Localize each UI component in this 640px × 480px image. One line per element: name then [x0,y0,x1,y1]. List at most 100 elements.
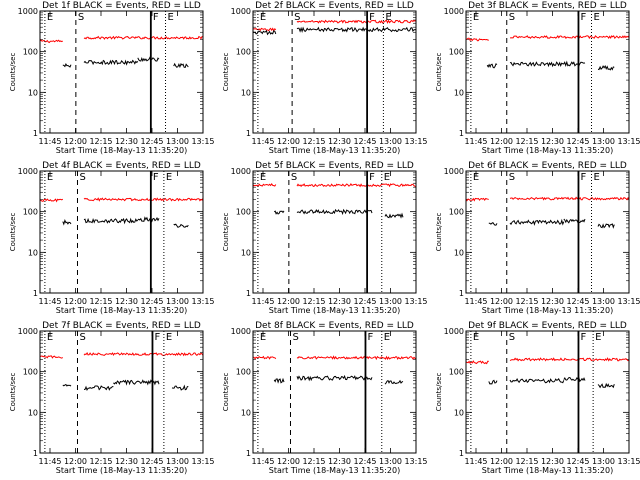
x-tick-label: 12:15 [89,137,112,146]
lld-series-line [296,19,416,24]
chart-title: Det 7f BLACK = Events, RED = LLD [42,321,201,331]
detector-chart-1: Det 1f BLACK = Events, RED = LLD Counts/s… [9,1,215,155]
plot-frame [39,330,204,454]
x-tick-label: 12:15 [515,137,538,146]
lld-series-line [466,37,489,42]
x-tick-label: 12:00 [64,297,87,306]
marker-label: E [166,172,172,183]
events-series-line [171,384,189,391]
marker-label: E [166,332,172,343]
x-tick-label: 12:15 [515,457,538,466]
events-series-line [509,378,565,384]
marker-label: E [168,12,174,23]
y-axis-label: Counts/sec [435,213,443,252]
x-axis-label: Start Time (18-May-13 11:35:20) [56,146,187,155]
x-tick-label: 12:30 [541,297,564,306]
x-axis-label: Start Time (18-May-13 11:35:20) [269,306,400,315]
marker-label: F [369,12,375,23]
chart-title: Det 6f BLACK = Events, RED = LLD [468,161,627,171]
chart-title: Det 5f BLACK = Events, RED = LLD [255,161,414,171]
x-tick-label: 12:45 [353,297,376,306]
y-axis-label: Counts/sec [435,373,443,412]
y-tick-label: 1000 [231,7,251,16]
marker-label: E [385,12,391,23]
y-tick-label: 1 [246,449,251,458]
plot-frame [252,170,417,294]
lld-series-line [253,355,277,360]
x-axis-label: Start Time (18-May-13 11:35:20) [56,306,187,315]
marker-label: F [580,332,586,343]
x-tick-label: 12:00 [64,137,87,146]
x-tick-label: 12:30 [115,137,138,146]
x-tick-label: 11:45 [38,457,61,466]
y-tick-label: 10 [28,248,38,257]
x-tick-label: 12:00 [490,457,513,466]
x-tick-label: 12:15 [302,137,325,146]
x-tick-label: 12:30 [328,457,351,466]
x-tick-label: 12:00 [490,137,513,146]
lld-series-line [253,27,277,32]
x-tick-label: 12:15 [302,297,325,306]
lld-series-line [510,34,629,40]
plot-frame [39,170,204,294]
lld-series-line [40,198,64,203]
y-tick-label: 100 [23,48,38,57]
events-series-line [273,210,285,215]
marker-label: S [291,172,297,183]
x-tick-label: 12:30 [541,457,564,466]
x-tick-label: 13:00 [592,457,615,466]
y-tick-label: 1000 [231,327,251,336]
series-group [466,11,629,71]
events-series-line [486,63,498,69]
y-tick-label: 10 [28,408,38,417]
marker-label: S [294,12,300,23]
lld-series-line [83,197,203,202]
events-series-line [597,223,615,229]
series-group [466,171,629,229]
x-tick-label: 11:45 [251,137,274,146]
x-tick-label: 13:00 [592,297,615,306]
marker-label: E [595,332,601,343]
marker-label: F [580,12,586,23]
x-tick-label: 12:30 [115,457,138,466]
x-tick-label: 11:45 [38,137,61,146]
marker-label: E [260,332,266,343]
x-tick-label: 12:30 [328,297,351,306]
x-tick-label: 13:00 [166,137,189,146]
y-tick-label: 10 [454,88,464,97]
plot-frame [39,10,204,134]
events-series-line [563,376,586,383]
detector-chart-6: Det 6f BLACK = Events, RED = LLD Counts/s… [435,161,640,315]
x-axis-label: Start Time (18-May-13 11:35:20) [269,146,400,155]
y-tick-label: 1000 [444,7,464,16]
y-tick-label: 1 [459,289,464,298]
y-tick-label: 100 [449,368,464,377]
x-tick-label: 13:15 [617,297,640,306]
events-series-line [62,63,72,68]
marker-label: F [153,172,159,183]
x-axis-label: Start Time (18-May-13 11:35:20) [269,466,400,475]
y-tick-label: 1 [33,129,38,138]
events-series-line [62,218,72,226]
y-tick-label: 10 [241,88,251,97]
x-tick-label: 13:15 [404,457,427,466]
x-tick-label: 11:45 [464,457,487,466]
marker-label: E [384,172,390,183]
y-tick-label: 1000 [18,327,38,336]
y-tick-label: 10 [28,88,38,97]
events-series-line [83,59,139,66]
x-tick-label: 11:45 [251,297,274,306]
x-tick-label: 11:45 [251,457,274,466]
y-tick-label: 100 [236,368,251,377]
chart-title: Det 3f BLACK = Events, RED = LLD [468,1,627,11]
events-series-line [597,65,615,71]
plot-frame [465,170,630,294]
detector-chart-7: Det 7f BLACK = Events, RED = LLD Counts/s… [9,321,215,475]
events-series-line [173,223,189,228]
series-group [253,171,416,219]
lld-series-line [466,360,489,365]
plot-frame [465,330,630,454]
lld-series-line [509,357,629,362]
lld-series-line [296,183,416,188]
events-series-line [296,208,373,216]
